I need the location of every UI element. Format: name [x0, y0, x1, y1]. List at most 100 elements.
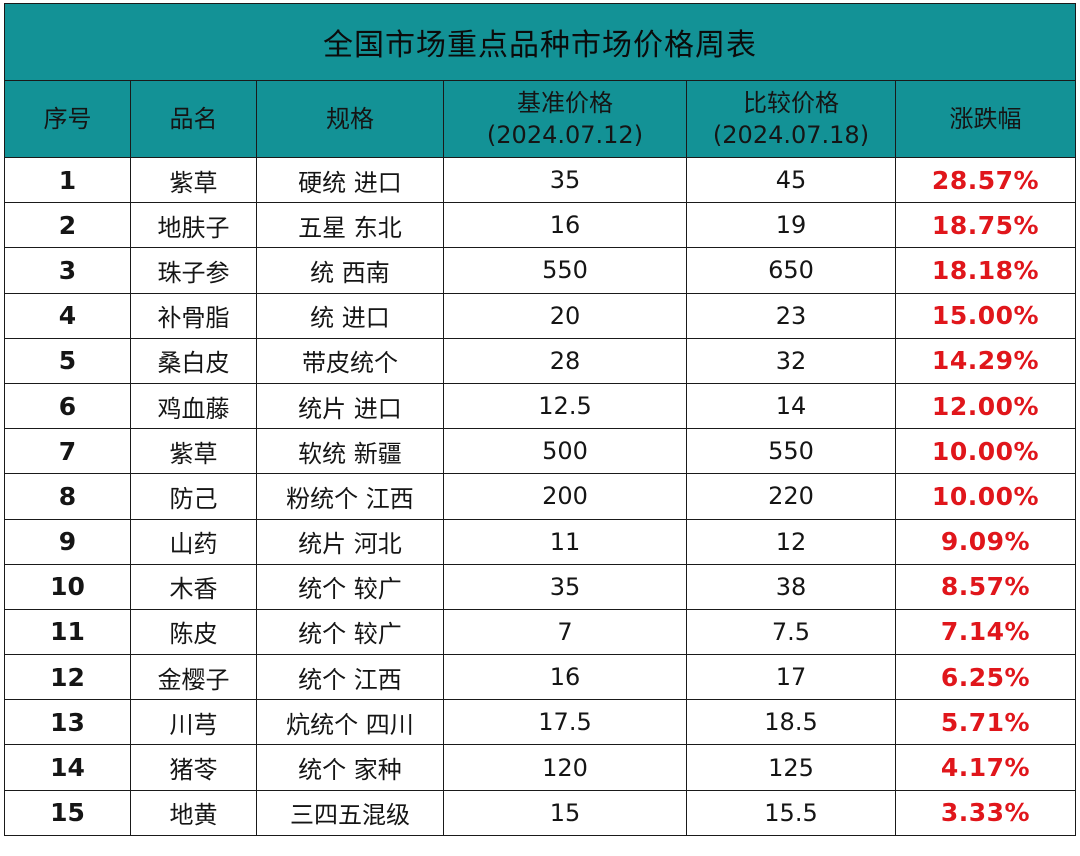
cell-compare-price: 18.5 — [686, 699, 896, 746]
cell-change: 4.17% — [895, 744, 1076, 791]
cell-compare-price: 23 — [686, 292, 896, 339]
cell-name: 地黄 — [130, 789, 257, 836]
cell-index: 15 — [4, 789, 131, 836]
table-row: 14 猪苓 统个 家种 120 125 4.17% — [4, 744, 1076, 791]
cell-base-price: 500 — [443, 428, 687, 475]
table-row: 7 紫草 软统 新疆 500 550 10.00% — [4, 428, 1076, 475]
cell-spec: 带皮统个 — [256, 337, 444, 384]
header-index: 序号 — [4, 80, 131, 158]
table-row: 9 山药 统片 河北 11 12 9.09% — [4, 518, 1076, 565]
cell-spec: 软统 新疆 — [256, 428, 444, 475]
header-change: 涨跌幅 — [895, 80, 1076, 158]
cell-index: 14 — [4, 744, 131, 791]
cell-name: 木香 — [130, 563, 257, 610]
cell-base-price: 20 — [443, 292, 687, 339]
table-row: 6 鸡血藤 统片 进口 12.5 14 12.00% — [4, 382, 1076, 430]
table-row: 13 川芎 炕统个 四川 17.5 18.5 5.71% — [4, 699, 1076, 746]
cell-compare-price: 45 — [686, 156, 896, 204]
cell-compare-price: 550 — [686, 428, 896, 475]
table-row: 10 木香 统个 较广 35 38 8.57% — [4, 563, 1076, 610]
header-base-price: 基准价格 (2024.07.12) — [443, 80, 687, 158]
table-row: 12 金樱子 统个 江西 16 17 6.25% — [4, 654, 1076, 701]
cell-name: 地肤子 — [130, 202, 257, 249]
cell-index: 12 — [4, 654, 131, 701]
cell-name: 金樱子 — [130, 654, 257, 701]
cell-base-price: 11 — [443, 518, 687, 565]
cell-spec: 统个 江西 — [256, 654, 444, 701]
cell-spec: 统 西南 — [256, 247, 444, 294]
cell-index: 7 — [4, 428, 131, 475]
cell-spec: 统个 家种 — [256, 744, 444, 791]
cell-base-price: 550 — [443, 247, 687, 294]
cell-change: 6.25% — [895, 654, 1076, 701]
cell-compare-price: 12 — [686, 518, 896, 565]
header-spec: 规格 — [256, 80, 444, 158]
cell-change: 12.00% — [895, 382, 1076, 430]
price-table: 全国市场重点品种市场价格周表 序号 品名 规格 基准价格 (2024.07.12… — [4, 3, 1076, 836]
header-compare-price-label: 比较价格 — [743, 89, 839, 117]
cell-base-price: 120 — [443, 744, 687, 791]
cell-name: 川芎 — [130, 699, 257, 746]
cell-name: 防己 — [130, 473, 257, 520]
cell-index: 13 — [4, 699, 131, 746]
cell-name: 紫草 — [130, 428, 257, 475]
cell-spec: 三四五混级 — [256, 789, 444, 836]
cell-index: 5 — [4, 337, 131, 384]
cell-base-price: 200 — [443, 473, 687, 520]
cell-index: 4 — [4, 292, 131, 339]
cell-change: 10.00% — [895, 473, 1076, 520]
cell-base-price: 16 — [443, 202, 687, 249]
cell-name: 桑白皮 — [130, 337, 257, 384]
cell-base-price: 16 — [443, 654, 687, 701]
header-row: 序号 品名 规格 基准价格 (2024.07.12) 比较价格 (2024.07… — [4, 80, 1076, 158]
cell-name: 山药 — [130, 518, 257, 565]
cell-name: 补骨脂 — [130, 292, 257, 339]
cell-base-price: 12.5 — [443, 382, 687, 430]
cell-base-price: 35 — [443, 563, 687, 610]
table-row: 11 陈皮 统个 较广 7 7.5 7.14% — [4, 608, 1076, 656]
table-title: 全国市场重点品种市场价格周表 — [4, 3, 1076, 81]
cell-change: 15.00% — [895, 292, 1076, 339]
cell-base-price: 28 — [443, 337, 687, 384]
cell-index: 2 — [4, 202, 131, 249]
cell-compare-price: 15.5 — [686, 789, 896, 836]
cell-name: 猪苓 — [130, 744, 257, 791]
cell-spec: 统片 进口 — [256, 382, 444, 430]
cell-index: 9 — [4, 518, 131, 565]
cell-base-price: 15 — [443, 789, 687, 836]
cell-compare-price: 32 — [686, 337, 896, 384]
cell-compare-price: 14 — [686, 382, 896, 430]
cell-change: 10.00% — [895, 428, 1076, 475]
cell-change: 28.57% — [895, 156, 1076, 204]
cell-name: 陈皮 — [130, 608, 257, 656]
table-body: 1 紫草 硬统 进口 35 45 28.57% 2 地肤子 五星 东北 16 19 18.75% 3 珠子… — [4, 156, 1076, 836]
cell-compare-price: 19 — [686, 202, 896, 249]
cell-spec: 统 进口 — [256, 292, 444, 339]
cell-compare-price: 38 — [686, 563, 896, 610]
table-row: 8 防己 粉统个 江西 200 220 10.00% — [4, 473, 1076, 520]
cell-change: 18.18% — [895, 247, 1076, 294]
cell-compare-price: 650 — [686, 247, 896, 294]
cell-spec: 炕统个 四川 — [256, 699, 444, 746]
cell-compare-price: 7.5 — [686, 608, 896, 656]
cell-spec: 统个 较广 — [256, 563, 444, 610]
header-base-date: (2024.07.12) — [486, 121, 644, 149]
cell-index: 6 — [4, 382, 131, 430]
cell-spec: 粉统个 江西 — [256, 473, 444, 520]
cell-change: 5.71% — [895, 699, 1076, 746]
cell-name: 鸡血藤 — [130, 382, 257, 430]
table-row: 1 紫草 硬统 进口 35 45 28.57% — [4, 156, 1076, 204]
cell-base-price: 35 — [443, 156, 687, 204]
cell-change: 3.33% — [895, 789, 1076, 836]
cell-spec: 硬统 进口 — [256, 156, 444, 204]
cell-change: 18.75% — [895, 202, 1076, 249]
cell-index: 1 — [4, 156, 131, 204]
cell-change: 8.57% — [895, 563, 1076, 610]
header-base-price-label: 基准价格 — [517, 89, 613, 117]
cell-name: 珠子参 — [130, 247, 257, 294]
table-row: 5 桑白皮 带皮统个 28 32 14.29% — [4, 337, 1076, 384]
table-row: 15 地黄 三四五混级 15 15.5 3.33% — [4, 789, 1076, 836]
cell-index: 8 — [4, 473, 131, 520]
cell-base-price: 17.5 — [443, 699, 687, 746]
table-row: 2 地肤子 五星 东北 16 19 18.75% — [4, 202, 1076, 249]
